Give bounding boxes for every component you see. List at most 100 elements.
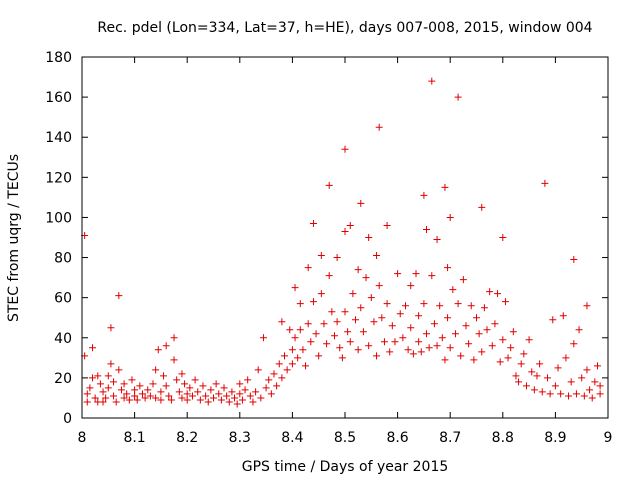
- data-point: [357, 199, 365, 207]
- data-point: [107, 324, 115, 332]
- data-point: [341, 227, 349, 235]
- data-point: [478, 203, 486, 211]
- data-point: [249, 398, 257, 406]
- y-tick-label: 20: [54, 371, 72, 387]
- data-point: [438, 334, 446, 342]
- data-point: [565, 392, 573, 400]
- data-point: [115, 292, 123, 300]
- data-point: [373, 252, 381, 260]
- data-point: [102, 394, 110, 402]
- y-tick-label: 160: [45, 90, 72, 106]
- data-point: [428, 272, 436, 280]
- data-point: [273, 382, 281, 390]
- data-point: [583, 302, 591, 310]
- data-point: [572, 390, 580, 398]
- data-point: [144, 386, 152, 394]
- data-point: [317, 290, 325, 298]
- data-point: [212, 380, 220, 388]
- data-point: [588, 394, 596, 402]
- data-point: [549, 316, 557, 324]
- data-point: [346, 338, 354, 346]
- data-point: [196, 396, 204, 404]
- data-point: [444, 314, 452, 322]
- data-point: [309, 219, 317, 227]
- data-point: [446, 344, 454, 352]
- data-point: [486, 288, 494, 296]
- data-point: [220, 384, 228, 392]
- data-point: [325, 272, 333, 280]
- data-point: [520, 350, 528, 358]
- data-point: [551, 382, 559, 390]
- data-point: [357, 304, 365, 312]
- data-point: [325, 181, 333, 189]
- data-point: [181, 380, 189, 388]
- data-point: [162, 382, 170, 390]
- data-point: [346, 221, 354, 229]
- data-point: [283, 366, 291, 374]
- data-point: [536, 360, 544, 368]
- data-point: [483, 326, 491, 334]
- data-point: [91, 394, 99, 402]
- data-point: [509, 328, 517, 336]
- data-point: [370, 318, 378, 326]
- data-point: [546, 390, 554, 398]
- data-point: [170, 334, 178, 342]
- data-point: [504, 354, 512, 362]
- data-point: [146, 392, 154, 400]
- data-point: [202, 392, 210, 400]
- data-point: [423, 330, 431, 338]
- y-tick-label: 40: [54, 331, 72, 347]
- data-point: [517, 360, 525, 368]
- data-point: [257, 394, 265, 402]
- data-point: [478, 348, 486, 356]
- data-point: [89, 344, 97, 352]
- data-point: [336, 344, 344, 352]
- data-point: [378, 314, 386, 322]
- data-point: [488, 342, 496, 350]
- data-point: [152, 366, 160, 374]
- data-point: [436, 302, 444, 310]
- data-point: [522, 382, 530, 390]
- data-point: [270, 370, 278, 378]
- x-tick-label: 8.9: [544, 430, 566, 446]
- data-point: [291, 284, 299, 292]
- data-point: [367, 294, 375, 302]
- data-point: [236, 380, 244, 388]
- data-point: [559, 312, 567, 320]
- data-point: [304, 264, 312, 272]
- data-point: [570, 256, 578, 264]
- data-point: [338, 354, 346, 362]
- data-point: [462, 322, 470, 330]
- data-point: [365, 234, 373, 241]
- data-point: [286, 326, 294, 334]
- data-point: [575, 326, 583, 334]
- data-point: [128, 376, 136, 384]
- data-point: [125, 396, 133, 404]
- data-point: [349, 290, 357, 298]
- data-point: [583, 366, 591, 374]
- data-point: [394, 270, 402, 278]
- data-point: [596, 390, 604, 398]
- data-point: [191, 376, 199, 384]
- data-point: [467, 302, 475, 310]
- data-point: [380, 338, 388, 346]
- data-point: [136, 382, 144, 390]
- data-point: [417, 348, 425, 356]
- data-point: [386, 348, 394, 356]
- data-point: [194, 388, 202, 396]
- data-point: [259, 334, 267, 342]
- data-point: [491, 320, 499, 328]
- x-tick-label: 8.5: [334, 430, 356, 446]
- data-point: [333, 254, 341, 262]
- data-point: [252, 388, 260, 396]
- data-point: [570, 340, 578, 348]
- data-point: [586, 386, 594, 394]
- data-point: [120, 380, 128, 388]
- data-point: [399, 334, 407, 342]
- data-point: [362, 274, 370, 282]
- data-point: [415, 338, 423, 346]
- data-point: [315, 352, 323, 360]
- data-point: [244, 376, 252, 384]
- data-point: [186, 384, 194, 392]
